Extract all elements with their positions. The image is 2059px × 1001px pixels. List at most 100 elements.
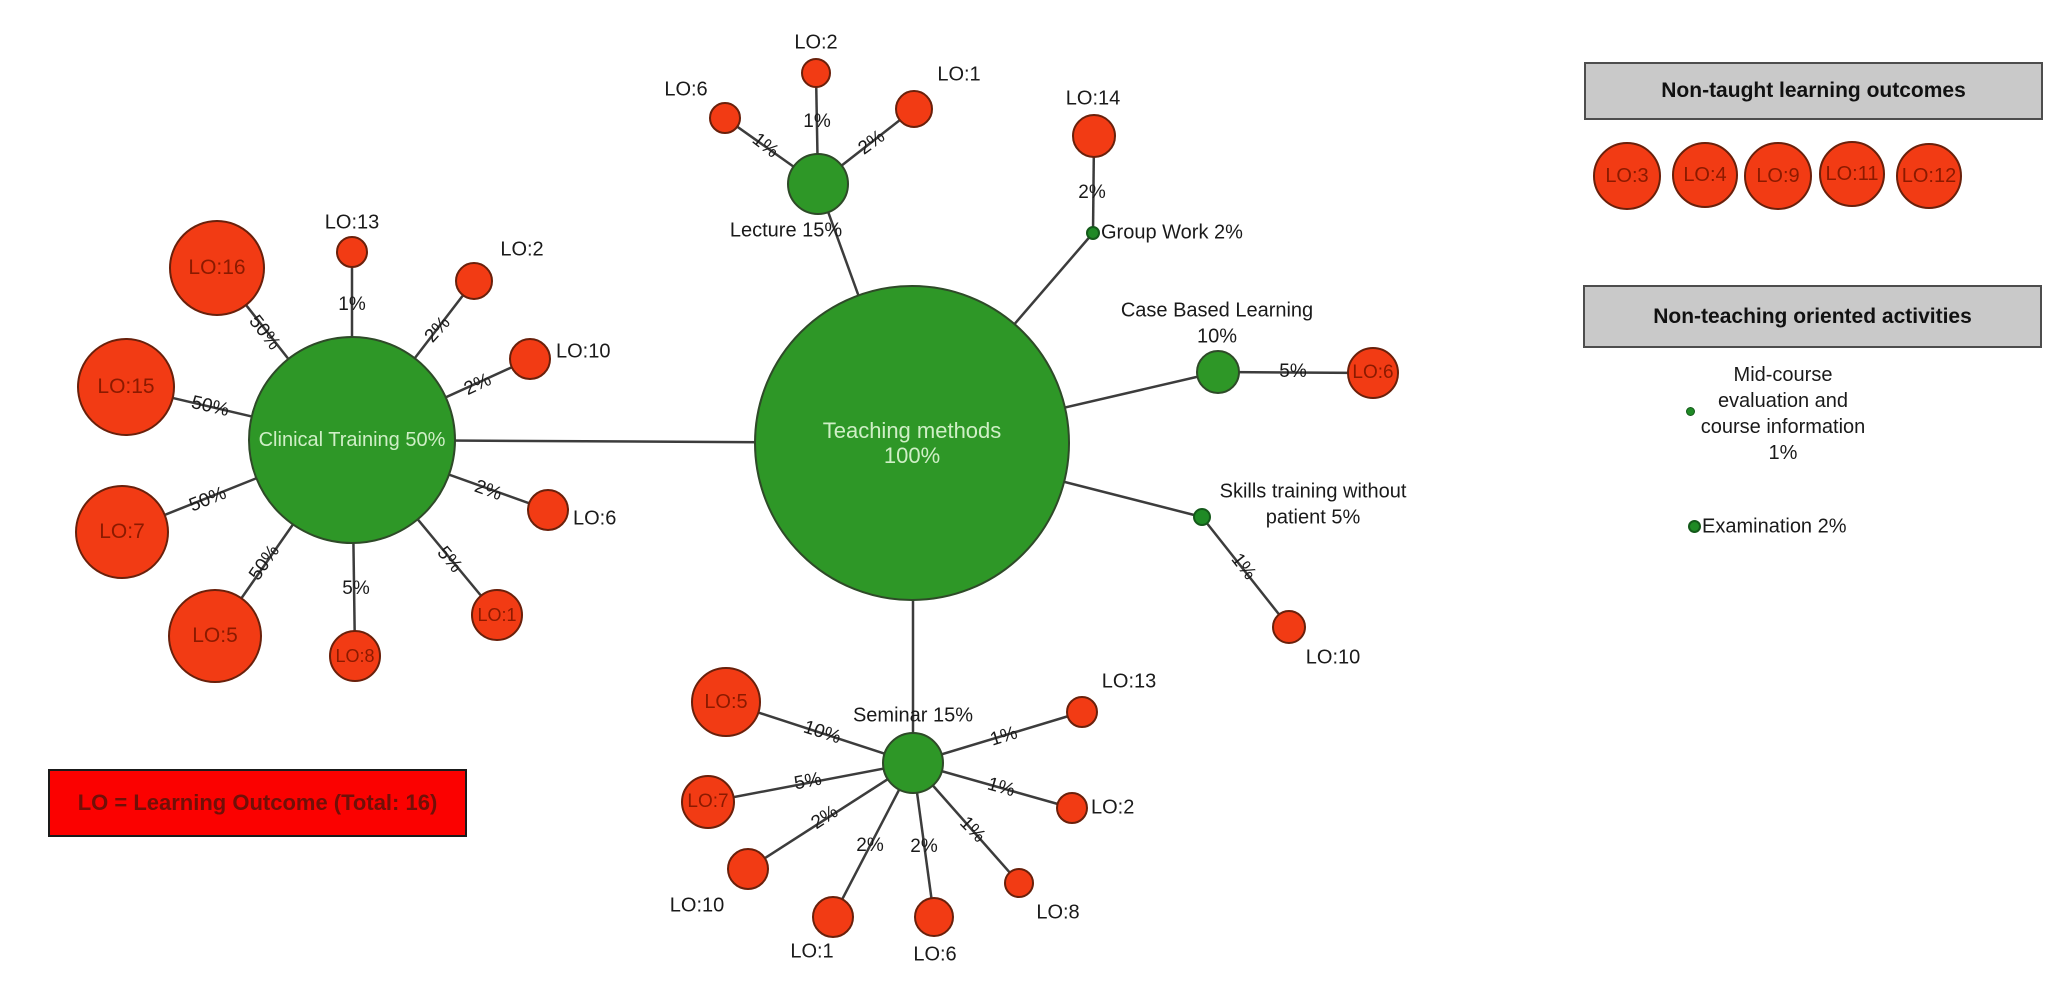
node-groupwork-lo14 (1072, 114, 1116, 158)
lecture-lo2-label: LO:2 (794, 31, 838, 54)
lo14-label: LO:14 (1065, 87, 1121, 110)
node-clinical-lo5: LO:5 (168, 589, 262, 683)
node-clinical-lo6 (527, 489, 569, 531)
clinical-lo8-label: LO:8 (335, 645, 375, 666)
clinical-training-label: Clinical Training 50% (258, 428, 446, 451)
midcourse-line3: course information (1700, 416, 1866, 438)
non-taught-panel-header: Non-taught learning outcomes (1584, 62, 2043, 120)
node-seminar-lo2 (1056, 792, 1088, 824)
seminar-lo7-label: LO:7 (687, 791, 729, 813)
node-lecture-lo2 (801, 58, 831, 88)
seminar-lo2-label: LO:2 (1091, 796, 1135, 819)
lo4-label: LO:4 (1683, 163, 1727, 186)
node-clinical-lo15: LO:15 (77, 338, 175, 436)
edge-label-seminar-lo1: 2% (856, 835, 884, 856)
node-clinical-lo10 (509, 338, 551, 380)
node-clinical-lo13 (336, 236, 368, 268)
node-nontaught-lo3: LO:3 (1593, 142, 1661, 210)
seminar-lo10-label: LO:10 (669, 894, 725, 917)
node-skills-training (1193, 508, 1211, 526)
node-nontaught-lo4: LO:4 (1672, 142, 1738, 208)
edge-label-clinical-lo8: 5% (342, 578, 370, 599)
node-seminar-lo10 (727, 848, 769, 890)
non-teaching-panel-header: Non-teaching oriented activities (1583, 285, 2042, 348)
node-clinical-lo8: LO:8 (329, 630, 381, 682)
cbl-lo6-label: LO:6 (1352, 362, 1394, 384)
node-cbl-lo6: LO:6 (1347, 347, 1399, 399)
node-lecture (787, 153, 849, 215)
lo9-label: LO:9 (1756, 164, 1800, 187)
examination-label: Examination 2% (1702, 515, 1847, 538)
node-clinical-training: Clinical Training 50% (248, 336, 456, 544)
edge-label-clinical-lo13: 1% (338, 294, 366, 315)
midcourse-line2: evaluation and (1717, 390, 1849, 412)
edge-seminar-lo10 (747, 761, 914, 871)
node-clinical-lo7: LO:7 (75, 485, 169, 579)
node-nontaught-lo11: LO:11 (1819, 141, 1885, 207)
midcourse-dot (1686, 407, 1695, 416)
non-teaching-title: Non-teaching oriented activities (1653, 304, 1972, 328)
seminar-lo5-label: LO:5 (704, 690, 748, 713)
skills-title-line1: Skills training without (1219, 480, 1407, 503)
node-clinical-lo1: LO:1 (471, 589, 523, 641)
node-lecture-lo6 (709, 102, 741, 134)
midcourse-text: Mid-course evaluation and course informa… (1672, 362, 1894, 466)
lecture-label: Lecture 15% (729, 219, 843, 242)
non-taught-title: Non-taught learning outcomes (1661, 79, 1966, 102)
legend-box: LO = Learning Outcome (Total: 16) (48, 769, 467, 837)
legend-text: LO = Learning Outcome (Total: 16) (77, 790, 438, 815)
lo12-label: LO:12 (1901, 164, 1957, 187)
node-seminar-lo13 (1066, 696, 1098, 728)
node-seminar-lo5: LO:5 (691, 667, 761, 737)
seminar-lo13-label: LO:13 (1101, 670, 1157, 693)
node-clinical-lo16: LO:16 (169, 220, 265, 316)
seminar-lo6-label: LO:6 (913, 943, 957, 966)
clinical-lo13-label: LO:13 (324, 211, 380, 234)
group-work-label: Group Work 2% (1101, 221, 1243, 244)
skills-lo10-label: LO:10 (1305, 646, 1361, 669)
cbl-percent: 10% (1196, 325, 1238, 348)
node-seminar-lo7: LO:7 (681, 775, 735, 829)
clinical-lo1-label: LO:1 (477, 604, 517, 625)
node-seminar-lo8 (1004, 868, 1034, 898)
lo15-label: LO:15 (97, 374, 155, 398)
cbl-title: Case Based Learning (1120, 299, 1314, 322)
node-skills-lo10 (1272, 610, 1306, 644)
teaching-methods-percent: 100% (883, 443, 941, 468)
midcourse-line1: Mid-course (1733, 364, 1833, 386)
node-teaching-methods: Teaching methods 100% (754, 285, 1070, 601)
seminar-lo1-label: LO:1 (790, 940, 834, 963)
seminar-label: Seminar 15% (852, 704, 974, 727)
clinical-lo5-label: LO:5 (192, 623, 238, 647)
node-seminar-lo1 (812, 896, 854, 938)
lo7-label: LO:7 (99, 519, 145, 543)
teaching-methods-label: Teaching methods (822, 417, 1002, 443)
clinical-lo10-label: LO:10 (556, 340, 611, 363)
clinical-lo2-label: LO:2 (500, 238, 544, 261)
node-seminar-lo6 (914, 897, 954, 937)
node-case-based-learning (1196, 350, 1240, 394)
skills-title-line2: patient 5% (1265, 506, 1361, 529)
examination-dot (1688, 520, 1701, 533)
node-clinical-lo2 (455, 262, 493, 300)
lo11-label: LO:11 (1825, 162, 1879, 185)
midcourse-line4: 1% (1768, 442, 1798, 464)
lecture-lo6-label: LO:6 (664, 78, 708, 101)
node-nontaught-lo12: LO:12 (1896, 143, 1962, 209)
edge-label-groupwork-lo14: 2% (1078, 182, 1106, 203)
edge-seminar-lo7 (707, 761, 914, 804)
seminar-lo8-label: LO:8 (1036, 901, 1080, 924)
lecture-lo1-label: LO:1 (937, 63, 981, 86)
edge-label-lecture-lo2: 1% (803, 111, 831, 132)
lo16-label: LO:16 (188, 255, 246, 279)
clinical-lo6-label: LO:6 (573, 507, 617, 530)
edge-skills-lo10 (1201, 516, 1290, 628)
edge-label-seminar-lo6: 2% (910, 836, 938, 857)
node-group-work (1086, 226, 1100, 240)
node-lecture-lo1 (895, 90, 933, 128)
lo3-label: LO:3 (1605, 164, 1649, 187)
node-seminar (882, 732, 944, 794)
node-nontaught-lo9: LO:9 (1744, 142, 1812, 210)
edge-label-cbl-lo6: 5% (1279, 361, 1307, 382)
